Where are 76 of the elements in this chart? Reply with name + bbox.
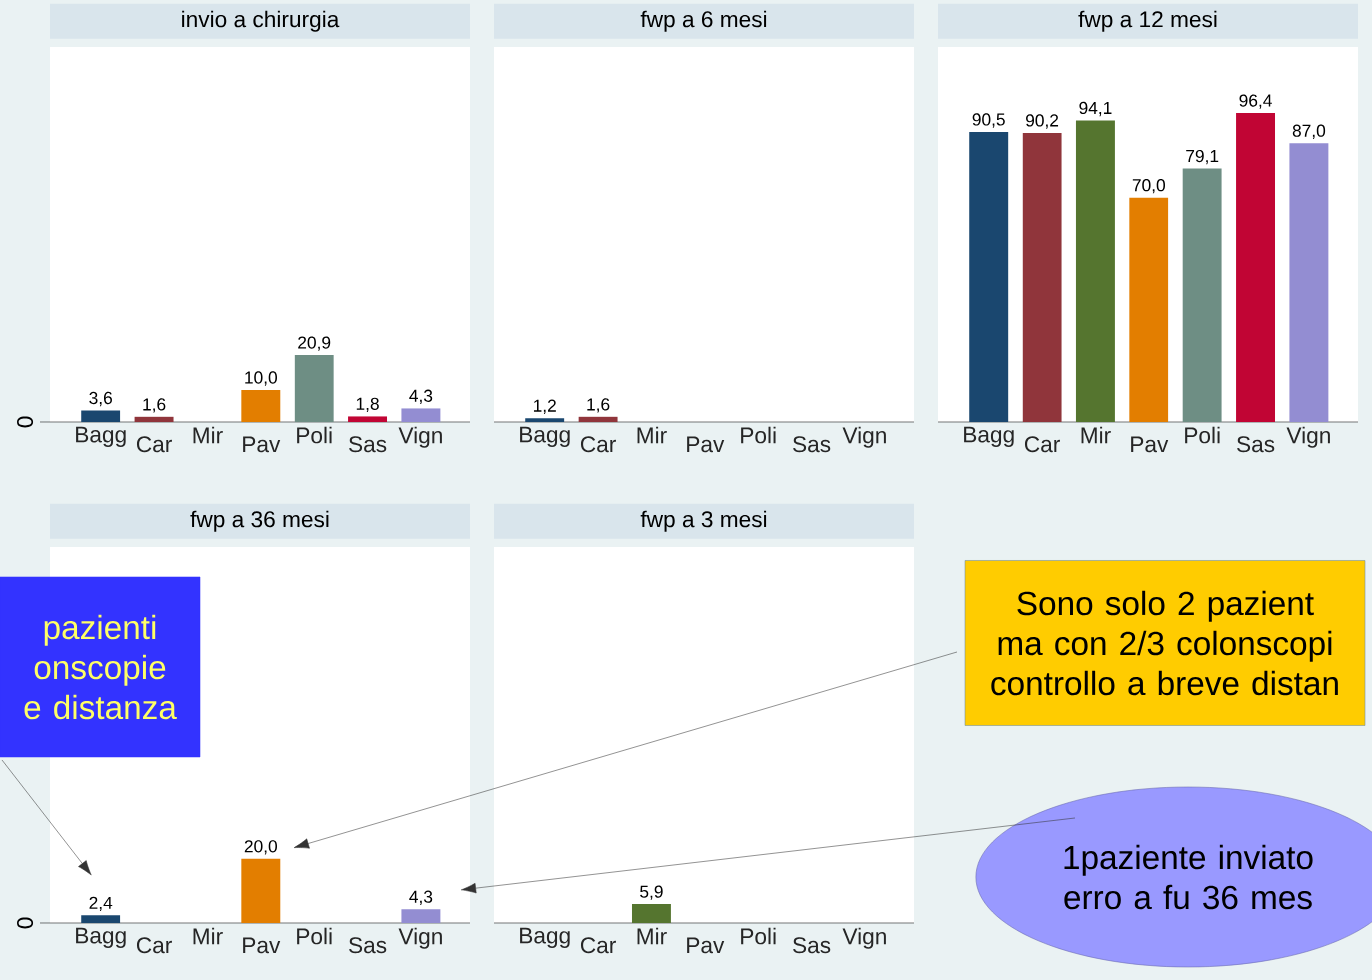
x-tick-label: Vign [398, 426, 442, 448]
data-label: 4,3 [409, 389, 433, 404]
bar [1182, 168, 1222, 422]
data-label: 3,6 [89, 391, 112, 407]
bar [134, 416, 174, 422]
data-label: 2,4 [89, 896, 113, 912]
data-label: 20,0 [244, 840, 277, 855]
x-tick-label: Bagg [520, 426, 570, 448]
x-tick-label: Pav [1131, 436, 1169, 453]
data-label: 96,4 [1239, 94, 1272, 109]
data-label: 1,8 [356, 397, 379, 412]
x-tick-label: Mir [193, 927, 223, 945]
text: 0 [17, 917, 34, 929]
data-label: 70,0 [1132, 179, 1165, 194]
bar [81, 410, 121, 422]
x-tick-label: Mir [193, 426, 223, 444]
data-label: 79,1 [1186, 149, 1219, 165]
x-tick-label: Sas [793, 436, 831, 453]
x-tick-label: Bagg [520, 927, 570, 949]
x-tick-label: Vign [842, 927, 886, 949]
chart-title: fwp a 12 mesi [1078, 10, 1217, 32]
chart-title: fwp a 36 mesi [190, 510, 329, 532]
text: 0 [17, 416, 34, 428]
bar [294, 355, 334, 422]
x-tick-label: Bagg [964, 426, 1014, 448]
data-label: 5,9 [640, 885, 663, 900]
x-tick-label: Vign [1286, 426, 1330, 448]
x-tick-label: Sas [349, 436, 387, 453]
data-label: 94,1 [1079, 101, 1112, 117]
x-tick-label: Car [136, 436, 172, 453]
x-tick-label: Car [580, 937, 616, 954]
x-tick-label: Mir [637, 927, 667, 945]
bar [1129, 197, 1169, 422]
x-tick-label: Bagg [76, 927, 126, 949]
x-tick-label: Car [580, 436, 616, 453]
x-tick-label: Pav [687, 937, 725, 954]
data-label: 87,0 [1292, 124, 1326, 139]
x-tick-label: Poli [741, 426, 776, 444]
x-tick-label: Car [1024, 436, 1060, 453]
data-label: 4,3 [409, 890, 433, 905]
data-label: 10,0 [245, 371, 277, 386]
bar [241, 389, 281, 422]
x-tick-label: Vign [842, 426, 886, 448]
data-label: 20,9 [298, 336, 331, 351]
x-tick-label: Poli [297, 426, 332, 444]
x-tick-label: Bagg [76, 426, 126, 448]
bar [1022, 132, 1062, 422]
x-tick-label: Pav [687, 436, 725, 453]
bar [1236, 113, 1276, 422]
data-label: 1,2 [533, 399, 556, 414]
x-tick-label: Sas [1237, 436, 1275, 453]
bar [1075, 120, 1115, 422]
x-tick-label: Car [136, 937, 172, 954]
text: Sono solo 2 pazient ma con 2/3 colonscopi controllo a breve distan [991, 590, 1338, 696]
bar [1289, 143, 1329, 422]
x-tick-label: Sas [793, 937, 831, 954]
chart-title: fwp a 6 mesi [640, 10, 767, 32]
x-tick-label: Poli [1185, 426, 1220, 444]
text: 1paziente inviato erro a fu 36 mes [1064, 844, 1313, 910]
x-tick-label: Vign [398, 927, 442, 949]
annotation: pazienti onscopie e distanza [24, 614, 177, 720]
data-label: 90,2 [1026, 114, 1059, 129]
x-tick-label: Poli [741, 927, 776, 945]
x-tick-label: Mir [637, 426, 667, 444]
bar [401, 408, 441, 422]
x-tick-label: Mir [1081, 426, 1111, 444]
data-label: 90,5 [972, 113, 1005, 128]
x-tick-label: Poli [297, 927, 332, 945]
chart-title: fwp a 3 mesi [640, 510, 767, 532]
data-label: 1,6 [587, 398, 610, 413]
bar [969, 131, 1009, 422]
x-tick-label: Pav [243, 937, 281, 954]
x-tick-label: Sas [349, 937, 387, 954]
chart-title: invio a chirurgia [182, 10, 340, 32]
x-tick-label: Pav [243, 436, 281, 453]
data-label: 1,6 [143, 398, 166, 413]
